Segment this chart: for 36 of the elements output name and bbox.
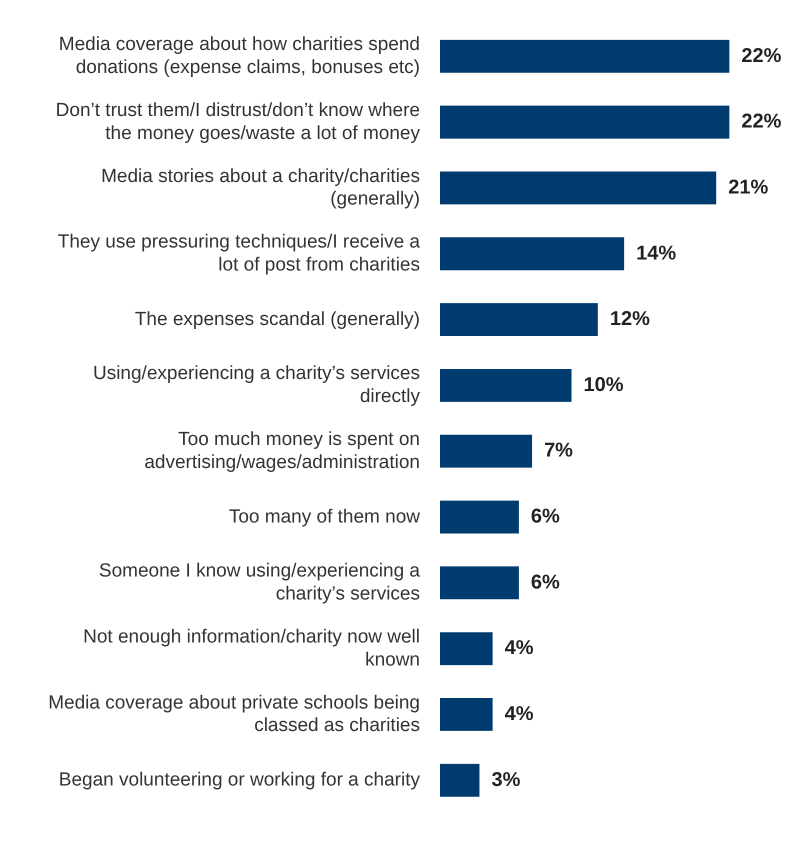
y-tick-label: Media coverage about private schools being classed as charities [48, 692, 420, 736]
bar [440, 632, 493, 666]
data-label: 4% [504, 702, 534, 725]
bar [440, 500, 519, 534]
data-label: 14% [636, 242, 676, 264]
bar [440, 106, 730, 139]
bar [440, 303, 598, 336]
data-label: 4% [504, 637, 534, 660]
bar [440, 40, 730, 73]
y-tick-label: They use pressuring techniques/I receive a lot of post from charities [58, 232, 420, 276]
y-tick-label: The expenses scandal (generally) [134, 308, 420, 330]
data-label: 10% [584, 374, 624, 396]
bar [440, 698, 493, 731]
data-label: 21% [728, 176, 768, 198]
y-tick-label: Media coverage about how charities spend donations (expense claims, bonuses etc) [58, 34, 420, 78]
data-label: 22% [741, 44, 782, 67]
bar [440, 171, 716, 204]
data-label: 3% [491, 768, 521, 791]
y-tick-label: Not enough information/charity now well known [83, 626, 420, 670]
bar [440, 566, 519, 600]
data-label: 6% [530, 506, 560, 528]
y-tick-label: Too many of them now [228, 506, 420, 528]
data-label: 7% [544, 440, 574, 462]
data-label: 12% [610, 308, 650, 330]
y-tick-label: Someone I know using/experiencing a charity’s services [98, 560, 420, 604]
y-tick-label: Don’t trust them/I distrust/don’t know where the money goes/waste a lot of money [56, 100, 420, 144]
bar [440, 764, 480, 797]
bar [440, 434, 532, 468]
bar [440, 237, 624, 270]
y-tick-label: Media stories about a charity/charities (generally) [101, 166, 420, 210]
y-tick-label: Too much money is spent on advertising/wages/administration [144, 429, 420, 473]
data-label: 22% [741, 110, 782, 133]
bar [440, 368, 572, 402]
y-tick-label: Began volunteering or working for a charity [58, 770, 420, 791]
data-label: 6% [530, 571, 560, 594]
y-tick-label: Using/experiencing a charity’s services directly [92, 363, 420, 408]
